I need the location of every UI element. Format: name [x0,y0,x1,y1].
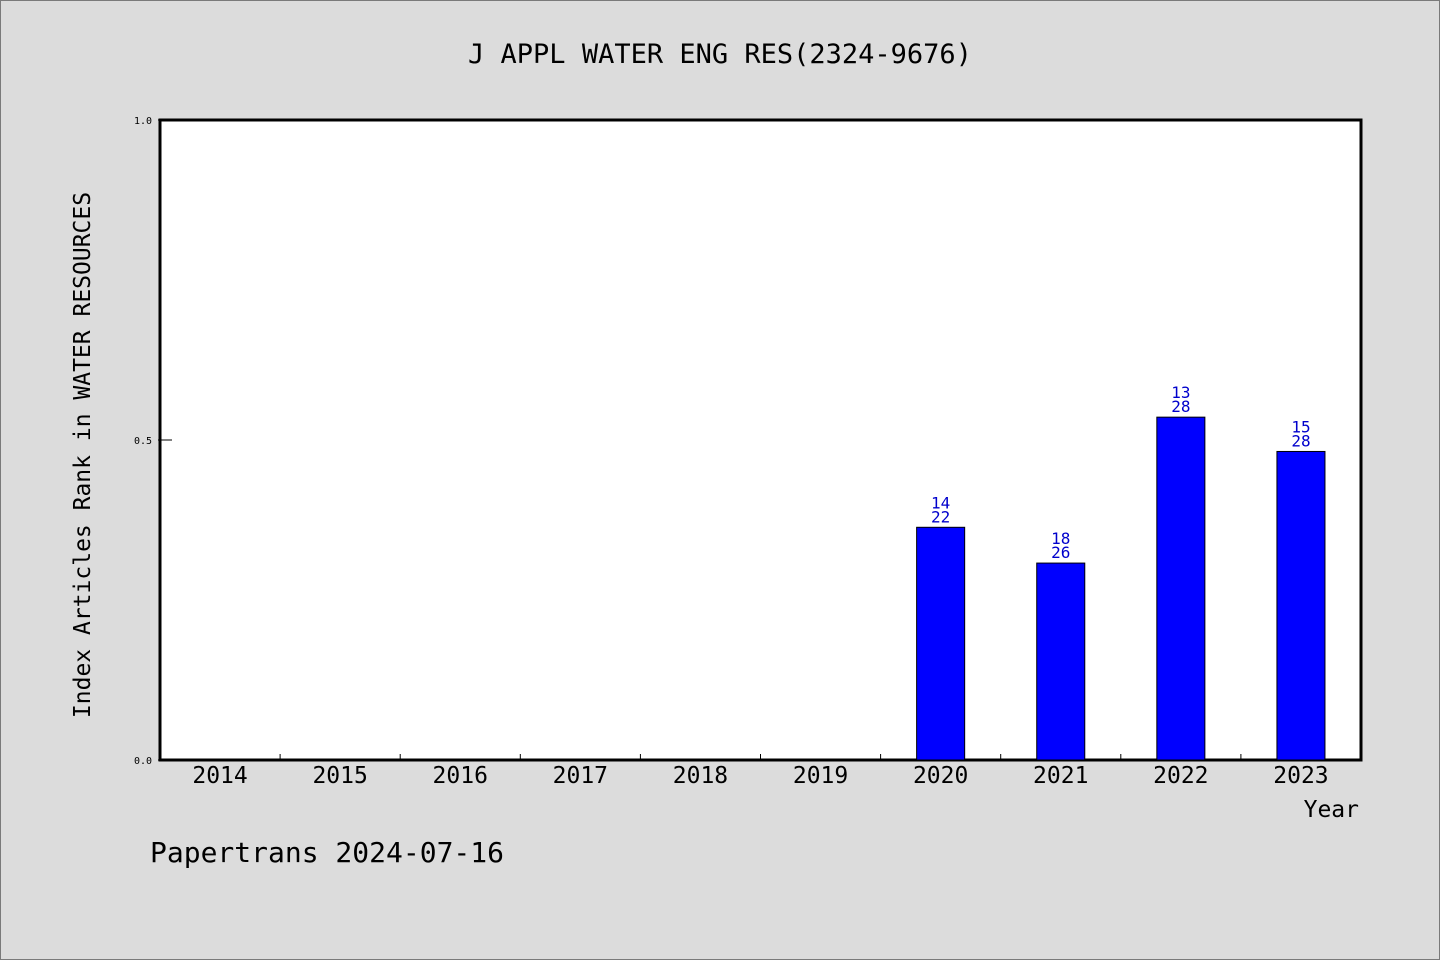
y-tick-label: 0.0 [134,756,152,767]
x-tick-label: 2015 [312,763,367,789]
bar-rank-label: 14 [931,493,950,512]
footer-credit: Papertrans 2024-07-16 [150,836,504,869]
x-axis-label: Year [1304,797,1359,823]
bar-total-label: 26 [1051,543,1070,562]
x-tick-label: 2020 [913,763,968,789]
x-tick-label: 2021 [1033,763,1088,789]
bar-total-label: 28 [1291,431,1310,450]
x-axis: 2014 2015 2016 2017 2018 2019 2020 2021 2022 2023 [192,754,1329,789]
y-tick-label: 1.0 [134,116,152,127]
bar [1276,450,1326,761]
x-tick-label: 2014 [192,763,247,789]
x-tick-label: 2016 [433,763,488,789]
y-axis: 0.0 0.5 1.0 [134,116,172,767]
bar [916,526,966,761]
x-tick-label: 2017 [553,763,608,789]
bar-rank-label: 15 [1291,417,1310,436]
bar [1036,562,1086,761]
x-tick-label: 2022 [1153,763,1208,789]
bar [1156,416,1206,761]
bar-rank-label: 13 [1171,383,1190,402]
chart-title: J APPL WATER ENG RES(2324-9676) [468,39,972,70]
x-tick-label: 2019 [793,763,848,789]
bar-rank-label: 18 [1051,529,1070,548]
x-tick-label: 2023 [1273,763,1328,789]
y-tick-label: 0.5 [134,436,152,447]
bar-total-label: 22 [931,507,950,526]
x-tick-label: 2018 [673,763,728,789]
y-axis-label: Index Articles Rank in WATER RESOURCES [70,192,96,718]
bar-total-label: 28 [1171,397,1190,416]
